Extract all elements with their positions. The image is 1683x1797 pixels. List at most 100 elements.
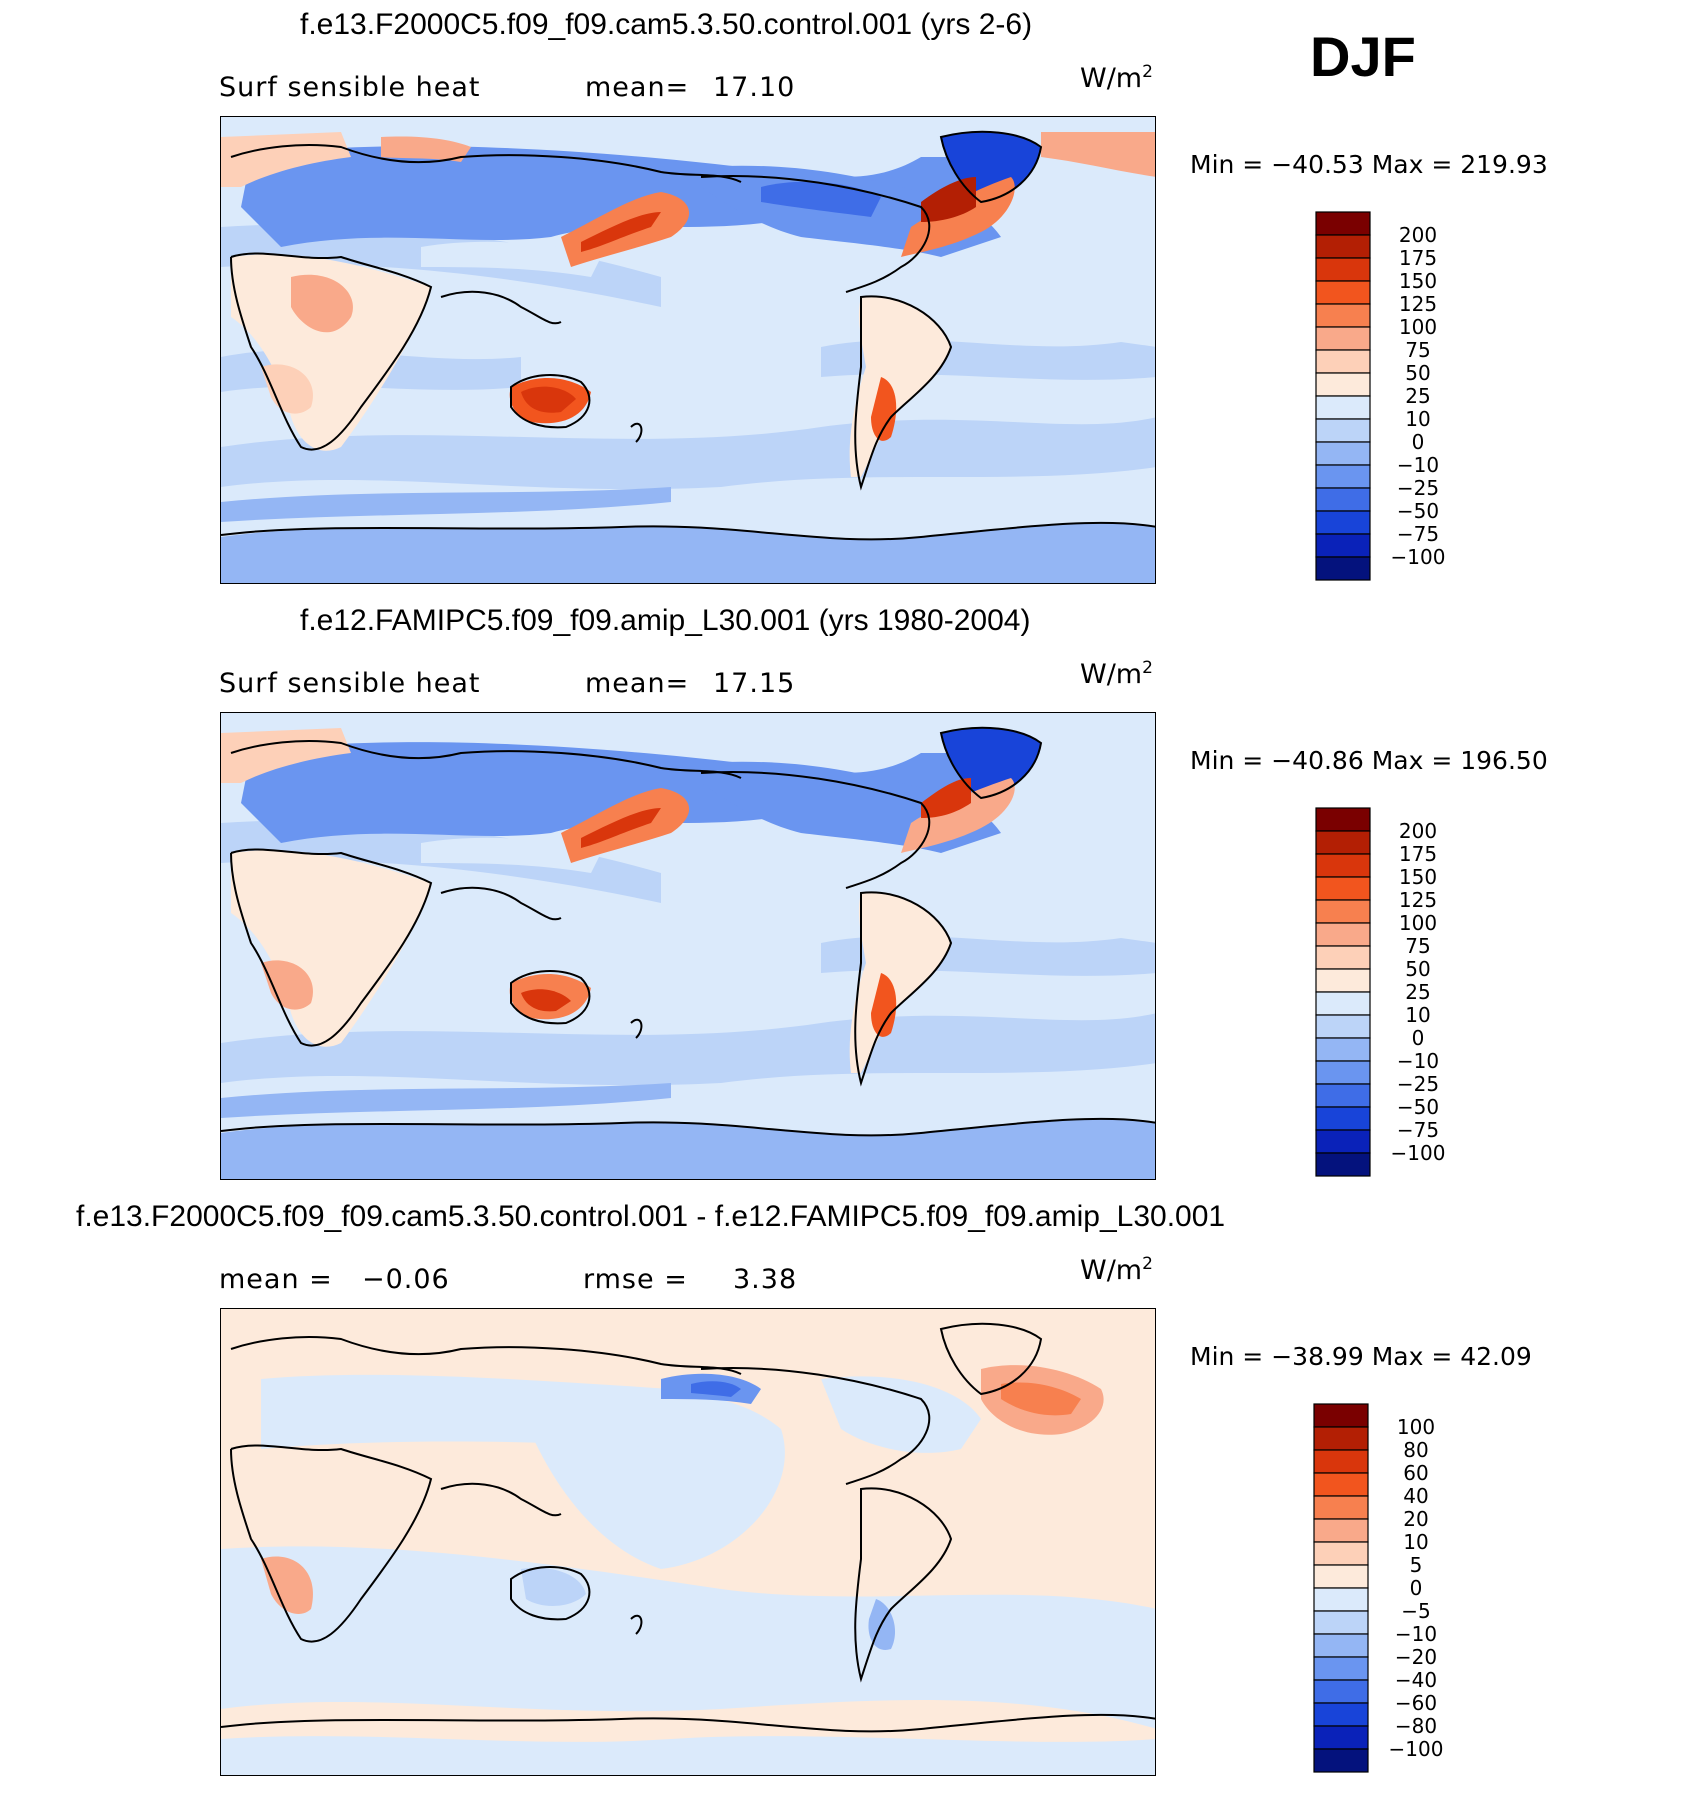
colorbar: 100 80 60 40 20 10 5 0 −5 −10 −20 −40 −60 −80 −100	[1313, 1403, 1454, 1776]
contour-region	[581, 212, 661, 252]
colorbar-tick-label: −75	[1397, 1118, 1439, 1142]
contour-region	[1001, 1382, 1081, 1416]
colorbar-swatch	[1313, 1702, 1369, 1727]
colorbar-tick-label: −100	[1391, 545, 1446, 569]
contour-region	[231, 254, 431, 451]
colorbar-swatch	[1313, 1564, 1369, 1589]
colorbar-tick-label: 50	[1405, 957, 1430, 981]
contour-region	[871, 377, 897, 441]
rmse-value: 3.38	[733, 1264, 798, 1295]
contour-region	[871, 973, 897, 1037]
colorbar-swatch	[1313, 1541, 1369, 1566]
mean-value: 17.10	[713, 72, 796, 103]
colorbar-swatch	[1315, 487, 1371, 512]
colorbar-tick-label: 100	[1399, 911, 1437, 935]
colorbar-tick-label: −100	[1389, 1737, 1444, 1761]
contour-region	[521, 989, 571, 1012]
map-panel	[220, 1308, 1156, 1776]
colorbar-swatch	[1315, 556, 1371, 581]
contour-region	[221, 487, 671, 522]
colorbar-tick-label: −25	[1397, 1072, 1439, 1096]
colorbar-swatch	[1313, 1679, 1369, 1704]
colorbar-tick-label: −80	[1395, 1714, 1437, 1738]
colorbar-tick-label: −40	[1395, 1668, 1437, 1692]
colorbar-tick-label: 40	[1403, 1484, 1428, 1508]
colorbar-swatch	[1315, 945, 1371, 970]
panel-title: f.e13.F2000C5.f09_f09.cam5.3.50.control.…	[76, 1200, 1226, 1233]
panel-difference: f.e13.F2000C5.f09_f09.cam5.3.50.control.…	[0, 1192, 1683, 1792]
colorbar-tick-label: 175	[1399, 842, 1437, 866]
contour-region	[421, 837, 601, 873]
contour-region	[221, 1736, 1155, 1775]
colorbar-tick-label: 100	[1399, 315, 1437, 339]
colorbar-swatch	[1315, 280, 1371, 305]
min-max-readout: Min = −40.86 Max = 196.50	[1190, 746, 1548, 775]
colorbar-swatch	[1313, 1725, 1369, 1750]
panel-amip: f.e12.FAMIPC5.f09_f09.amip_L30.001 (yrs …	[0, 596, 1683, 1196]
colorbar-swatch	[1315, 1060, 1371, 1085]
panel-title: f.e13.F2000C5.f09_f09.cam5.3.50.control.…	[300, 8, 1033, 41]
colorbar-tick-label: 75	[1405, 934, 1430, 958]
colorbar-swatch	[1315, 1037, 1371, 1062]
colorbar-tick-label: 125	[1399, 888, 1437, 912]
contour-region	[921, 177, 976, 222]
colorbar-tick-label: 10	[1405, 1003, 1430, 1027]
min-value: −38.99	[1271, 1342, 1364, 1371]
contour-region	[261, 1556, 313, 1614]
colorbar-tick-label: −25	[1397, 476, 1439, 500]
colorbar-tick-label: −75	[1397, 522, 1439, 546]
colorbar-tick-label: 200	[1399, 223, 1437, 247]
colorbar-swatch	[1315, 395, 1371, 420]
colorbar-swatch	[1315, 257, 1371, 282]
rmse-label: rmse =	[583, 1264, 688, 1295]
colorbar-tick-label: 125	[1399, 292, 1437, 316]
colorbar-swatch	[1315, 211, 1371, 236]
contour-region	[291, 274, 353, 333]
min-value: −40.53	[1271, 150, 1364, 179]
max-value: 219.93	[1460, 150, 1548, 179]
colorbar-tick-label: 150	[1399, 269, 1437, 293]
colorbar-tick-label: −10	[1397, 1049, 1439, 1073]
contour-region	[1041, 132, 1155, 177]
colorbar-tick-label: 0	[1410, 1576, 1423, 1600]
colorbar-tick-label: 175	[1399, 246, 1437, 270]
panel-title: f.e12.FAMIPC5.f09_f09.amip_L30.001 (yrs …	[300, 604, 1031, 637]
units-label: W/m2	[1080, 658, 1153, 690]
contour-region	[521, 1567, 586, 1606]
colorbar-tick-label: −10	[1397, 453, 1439, 477]
min-label: Min =	[1190, 1342, 1264, 1371]
map-panel	[220, 712, 1156, 1180]
contour-region	[221, 1118, 1155, 1179]
mean-label: mean=	[585, 72, 690, 103]
colorbar-swatch	[1313, 1610, 1369, 1635]
colorbar-tick-label: 10	[1405, 407, 1430, 431]
contour-region	[261, 960, 313, 1010]
colorbar-swatch	[1315, 991, 1371, 1016]
map-panel	[220, 116, 1156, 584]
contour-region	[221, 1546, 1155, 1729]
contour-region	[221, 1083, 671, 1118]
contour-region	[421, 241, 601, 277]
colorbar-swatch	[1315, 853, 1371, 878]
colorbar-swatch	[1315, 876, 1371, 901]
colorbar-tick-label: −60	[1395, 1691, 1437, 1715]
coastlines	[221, 726, 1155, 1137]
colorbar-swatch	[1315, 418, 1371, 443]
colorbar-tick-label: −10	[1395, 1622, 1437, 1646]
contour-region	[381, 136, 471, 162]
colorbar-tick-label: 200	[1399, 819, 1437, 843]
min-label: Min =	[1190, 746, 1264, 775]
colorbar-tick-label: 75	[1405, 338, 1430, 362]
colorbar-tick-label: 0	[1412, 430, 1425, 454]
season-label: DJF	[1310, 25, 1416, 88]
colorbar-swatch	[1315, 372, 1371, 397]
colorbar-tick-label: 100	[1397, 1415, 1435, 1439]
min-value: −40.86	[1271, 746, 1364, 775]
contour-map	[221, 117, 1155, 583]
min-max-readout: Min = −38.99 Max = 42.09	[1190, 1342, 1532, 1371]
colorbar-swatch	[1315, 899, 1371, 924]
colorbar-swatch	[1313, 1472, 1369, 1497]
contour-region	[241, 742, 981, 843]
colorbar-tick-label: 20	[1403, 1507, 1428, 1531]
